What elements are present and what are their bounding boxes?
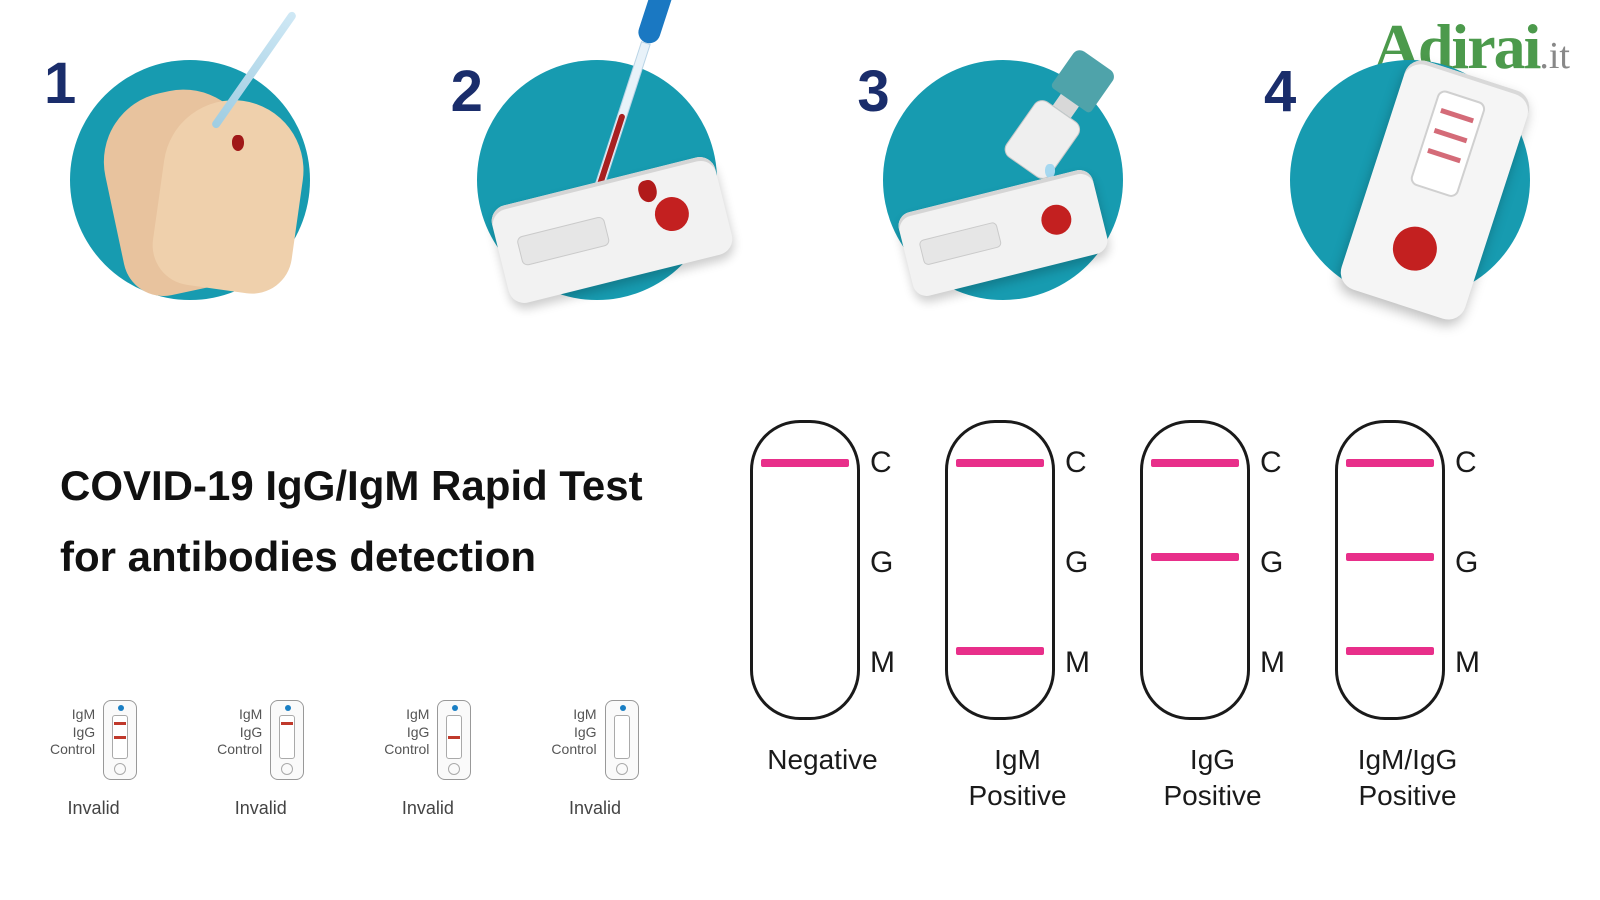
- invalid-side-label: Control: [217, 741, 262, 759]
- cassette-icon: [488, 154, 735, 307]
- step-circle: [1290, 60, 1530, 300]
- invalid-side-label: Control: [384, 741, 429, 759]
- strip-mark-label: M: [870, 646, 895, 680]
- step-number: 4: [1264, 58, 1296, 125]
- invalid-side-labels: IgMIgGControl: [50, 700, 95, 759]
- strip-line-c: [956, 459, 1044, 467]
- step-2: 2: [457, 40, 737, 320]
- buffer-bottle-icon: [1004, 44, 1122, 177]
- result-label: IgMPositive: [968, 742, 1066, 815]
- strip-mark-label: M: [1065, 646, 1090, 680]
- invalid-cassette-icon: [103, 700, 137, 780]
- invalid-side-label: IgM: [217, 706, 262, 724]
- invalid-side-label: Control: [551, 741, 596, 759]
- invalid-top: IgMIgGControl: [551, 700, 638, 780]
- strip-mark-label: G: [1065, 546, 1090, 580]
- step-circle: [883, 60, 1123, 300]
- invalid-side-label: Control: [50, 741, 95, 759]
- invalid-label: Invalid: [402, 798, 454, 819]
- page-title: COVID-19 IgG/IgM Rapid Test for antibodi…: [60, 450, 643, 593]
- strip-line-c: [1151, 459, 1239, 467]
- test-strip: [1140, 420, 1250, 720]
- strip-line-c: [761, 459, 849, 467]
- invalid-side-label: IgG: [551, 724, 596, 742]
- cassette-result-icon: [1336, 56, 1534, 324]
- strip-line-c: [1346, 459, 1434, 467]
- invalid-cassette-icon: [270, 700, 304, 780]
- strip-mark-label: C: [1065, 446, 1090, 480]
- invalid-side-label: IgM: [551, 706, 596, 724]
- invalid-top: IgMIgGControl: [384, 700, 471, 780]
- strip-wrap: C G M: [1140, 420, 1285, 720]
- test-strip: [945, 420, 1055, 720]
- title-line1: COVID-19 IgG/IgM Rapid Test: [60, 450, 643, 521]
- invalid-item: IgMIgGControl Invalid: [551, 700, 638, 819]
- step-number: 2: [451, 58, 483, 125]
- strip-wrap: C G M: [1335, 420, 1480, 720]
- strip-mark-label: C: [870, 446, 895, 480]
- invalid-cassette-icon: [437, 700, 471, 780]
- invalid-item: IgMIgGControl Invalid: [217, 700, 304, 819]
- strip-wrap: C G M: [945, 420, 1090, 720]
- result-item: C G M IgM/IgGPositive: [1335, 420, 1480, 815]
- invalid-label: Invalid: [235, 798, 287, 819]
- strip-wrap: C G M: [750, 420, 895, 720]
- strip-marks: C G M: [870, 420, 895, 680]
- results-row: CGMNegativeCGMIgMPositiveCGMIgGPositiveC…: [750, 420, 1480, 815]
- invalid-top: IgMIgGControl: [217, 700, 304, 780]
- step-circle: [70, 60, 310, 300]
- strip-mark-label: C: [1455, 446, 1480, 480]
- steps-row: 1 2 3: [50, 40, 1550, 320]
- result-label: Negative: [767, 742, 878, 778]
- strip-mark-label: G: [1260, 546, 1285, 580]
- invalid-side-label: IgG: [384, 724, 429, 742]
- result-item: C G M IgGPositive: [1140, 420, 1285, 815]
- test-strip: [1335, 420, 1445, 720]
- step-4: 4: [1270, 40, 1550, 320]
- invalid-cassette-icon: [605, 700, 639, 780]
- strip-mark-label: G: [1455, 546, 1480, 580]
- strip-mark-label: C: [1260, 446, 1285, 480]
- invalid-item: IgMIgGControl Invalid: [384, 700, 471, 819]
- invalid-side-label: IgM: [50, 706, 95, 724]
- result-item: C G M Negative: [750, 420, 895, 815]
- result-item: C G M IgMPositive: [945, 420, 1090, 815]
- invalid-side-labels: IgMIgGControl: [384, 700, 429, 759]
- strip-line-m: [956, 647, 1044, 655]
- strip-marks: C G M: [1455, 420, 1480, 680]
- invalid-top: IgMIgGControl: [50, 700, 137, 780]
- strip-line-m: [1346, 647, 1434, 655]
- cassette-icon: [896, 167, 1111, 299]
- invalid-side-label: IgG: [217, 724, 262, 742]
- invalid-side-labels: IgMIgGControl: [551, 700, 596, 759]
- title-line2: for antibodies detection: [60, 521, 643, 592]
- test-strip: [750, 420, 860, 720]
- invalid-side-label: IgM: [384, 706, 429, 724]
- invalid-item: IgMIgGControl Invalid: [50, 700, 137, 819]
- invalid-label: Invalid: [68, 798, 120, 819]
- result-label: IgM/IgGPositive: [1358, 742, 1458, 815]
- step-3: 3: [863, 40, 1143, 320]
- step-number: 1: [44, 50, 76, 117]
- invalid-label: Invalid: [569, 798, 621, 819]
- strip-mark-label: M: [1455, 646, 1480, 680]
- strip-line-g: [1151, 553, 1239, 561]
- strip-mark-label: G: [870, 546, 895, 580]
- step-1: 1: [50, 40, 330, 320]
- step-number: 3: [857, 58, 889, 125]
- invalid-side-labels: IgMIgGControl: [217, 700, 262, 759]
- invalid-side-label: IgG: [50, 724, 95, 742]
- strip-marks: C G M: [1260, 420, 1285, 680]
- strip-mark-label: M: [1260, 646, 1285, 680]
- strip-marks: C G M: [1065, 420, 1090, 680]
- invalid-row: IgMIgGControlInvalidIgMIgGControlInvalid…: [50, 700, 639, 819]
- blood-drop-icon: [232, 135, 244, 151]
- step-circle: [477, 60, 717, 300]
- strip-line-g: [1346, 553, 1434, 561]
- result-label: IgGPositive: [1163, 742, 1261, 815]
